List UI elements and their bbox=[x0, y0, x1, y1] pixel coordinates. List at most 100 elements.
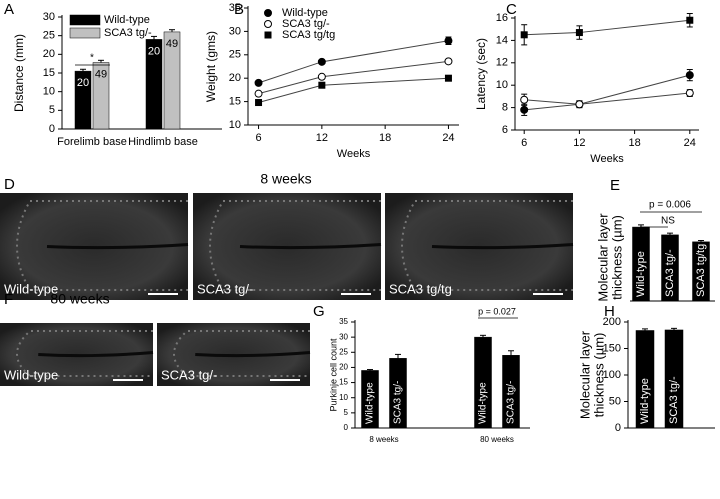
panel-label: G bbox=[313, 303, 325, 320]
panel-label: D bbox=[4, 176, 15, 193]
line bbox=[258, 60, 449, 95]
y-tick-label: 100 bbox=[603, 369, 621, 381]
line bbox=[258, 77, 449, 104]
y-tick-label: 6 bbox=[502, 124, 508, 136]
line bbox=[524, 19, 690, 36]
error-bar bbox=[667, 232, 673, 235]
legend-swatch bbox=[69, 14, 101, 26]
y-tick-label: 10 bbox=[496, 79, 508, 91]
bar-label: Wild-type bbox=[635, 251, 647, 297]
y-tick-label: 150 bbox=[603, 342, 621, 354]
y-axis-label: Distance (mm) bbox=[12, 34, 26, 112]
error-bar bbox=[80, 68, 86, 72]
bar-label: SCA3 tg/- bbox=[668, 376, 680, 424]
y-tick-label: 10 bbox=[339, 393, 348, 402]
y-tick-label: 20 bbox=[43, 48, 55, 60]
point bbox=[264, 9, 272, 17]
panel-label: H bbox=[604, 303, 615, 320]
y-tick-label: 200 bbox=[603, 316, 621, 328]
y-axis-label: thickness (µm) bbox=[591, 333, 606, 418]
y-tick-label: 30 bbox=[43, 11, 55, 23]
point bbox=[255, 99, 263, 107]
y-tick-label: 10 bbox=[229, 119, 241, 131]
error-bar bbox=[169, 29, 175, 32]
purkinje-layer bbox=[401, 200, 573, 291]
n-label: 20 bbox=[148, 45, 160, 57]
error-bar bbox=[151, 35, 157, 40]
y-tick-label: 30 bbox=[339, 332, 348, 341]
point bbox=[444, 74, 452, 82]
legend-swatch bbox=[69, 27, 101, 39]
image-label: SCA3 tg/- bbox=[197, 281, 253, 296]
image-label: Wild-type bbox=[4, 367, 58, 382]
point bbox=[685, 89, 694, 98]
y-tick-label: 15 bbox=[339, 378, 348, 387]
n-label: 49 bbox=[95, 68, 107, 80]
bar-label: SCA3 tg/- bbox=[506, 381, 517, 424]
bar-label: SCA3 tg/- bbox=[393, 381, 404, 424]
x-axis-label: Weeks bbox=[590, 153, 624, 165]
fissure bbox=[195, 351, 311, 358]
y-tick-label: 20 bbox=[229, 72, 241, 84]
y-axis-label: Purkinje cell count bbox=[328, 338, 338, 412]
panel-label: E bbox=[610, 177, 620, 194]
x-tick-label: 6 bbox=[255, 132, 261, 144]
error-bar bbox=[367, 369, 373, 371]
y-tick-label: 20 bbox=[339, 363, 348, 372]
error-bar bbox=[642, 328, 648, 331]
line bbox=[258, 40, 449, 84]
y-tick-label: 30 bbox=[229, 25, 241, 37]
panel-title: 80 weeks bbox=[50, 291, 109, 307]
point bbox=[520, 95, 529, 104]
line bbox=[524, 74, 690, 111]
legend-label: SCA3 tg/- bbox=[282, 18, 330, 30]
bar-label: Wild-type bbox=[365, 382, 376, 424]
y-tick-label: 10 bbox=[43, 86, 55, 98]
y-tick-label: 25 bbox=[43, 30, 55, 42]
x-tick-label: Forelimb base bbox=[57, 136, 127, 148]
point bbox=[264, 31, 272, 39]
point bbox=[685, 71, 694, 80]
point bbox=[444, 36, 453, 45]
y-axis-label: Latency (sec) bbox=[474, 38, 488, 110]
n-label: 49 bbox=[166, 38, 178, 50]
x-axis-label: Weeks bbox=[337, 148, 371, 160]
x-tick-label: 12 bbox=[316, 132, 328, 144]
y-tick-label: 12 bbox=[496, 57, 508, 69]
x-tick-label: 6 bbox=[521, 137, 527, 149]
x-tick-label: 80 weeks bbox=[480, 435, 514, 444]
y-axis-label: thickness (µm) bbox=[609, 215, 624, 300]
x-tick-label: 18 bbox=[628, 137, 640, 149]
x-tick-label: 24 bbox=[442, 132, 454, 144]
annotation: NS bbox=[661, 216, 675, 227]
n-label: 20 bbox=[77, 77, 89, 89]
panel-label: A bbox=[4, 1, 14, 18]
error-bar bbox=[395, 353, 401, 359]
y-tick-label: 25 bbox=[339, 347, 348, 356]
y-tick-label: 15 bbox=[43, 67, 55, 79]
point bbox=[254, 78, 263, 87]
x-tick-label: Hindlimb base bbox=[128, 136, 198, 148]
panel-label: F bbox=[4, 291, 13, 308]
y-tick-label: 5 bbox=[344, 408, 349, 417]
annotation: p = 0.027 bbox=[478, 306, 516, 316]
panel-title: 8 weeks bbox=[260, 171, 311, 187]
point bbox=[318, 81, 326, 89]
fissure bbox=[239, 243, 382, 250]
point bbox=[575, 100, 584, 109]
x-tick-label: 8 weeks bbox=[369, 435, 398, 444]
bar-label: Wild-type bbox=[639, 378, 651, 424]
y-tick-label: 0 bbox=[49, 123, 55, 135]
y-tick-label: 0 bbox=[344, 423, 349, 432]
y-tick-label: 35 bbox=[339, 317, 348, 326]
x-tick-label: 18 bbox=[379, 132, 391, 144]
image-label: SCA3 tg/tg bbox=[389, 281, 452, 296]
y-tick-label: 25 bbox=[229, 49, 241, 61]
legend-label: SCA3 tg/tg bbox=[282, 29, 335, 41]
point bbox=[575, 29, 583, 37]
point bbox=[254, 89, 263, 98]
error-bar bbox=[508, 350, 514, 356]
purkinje-layer bbox=[173, 330, 310, 377]
point bbox=[317, 57, 326, 66]
